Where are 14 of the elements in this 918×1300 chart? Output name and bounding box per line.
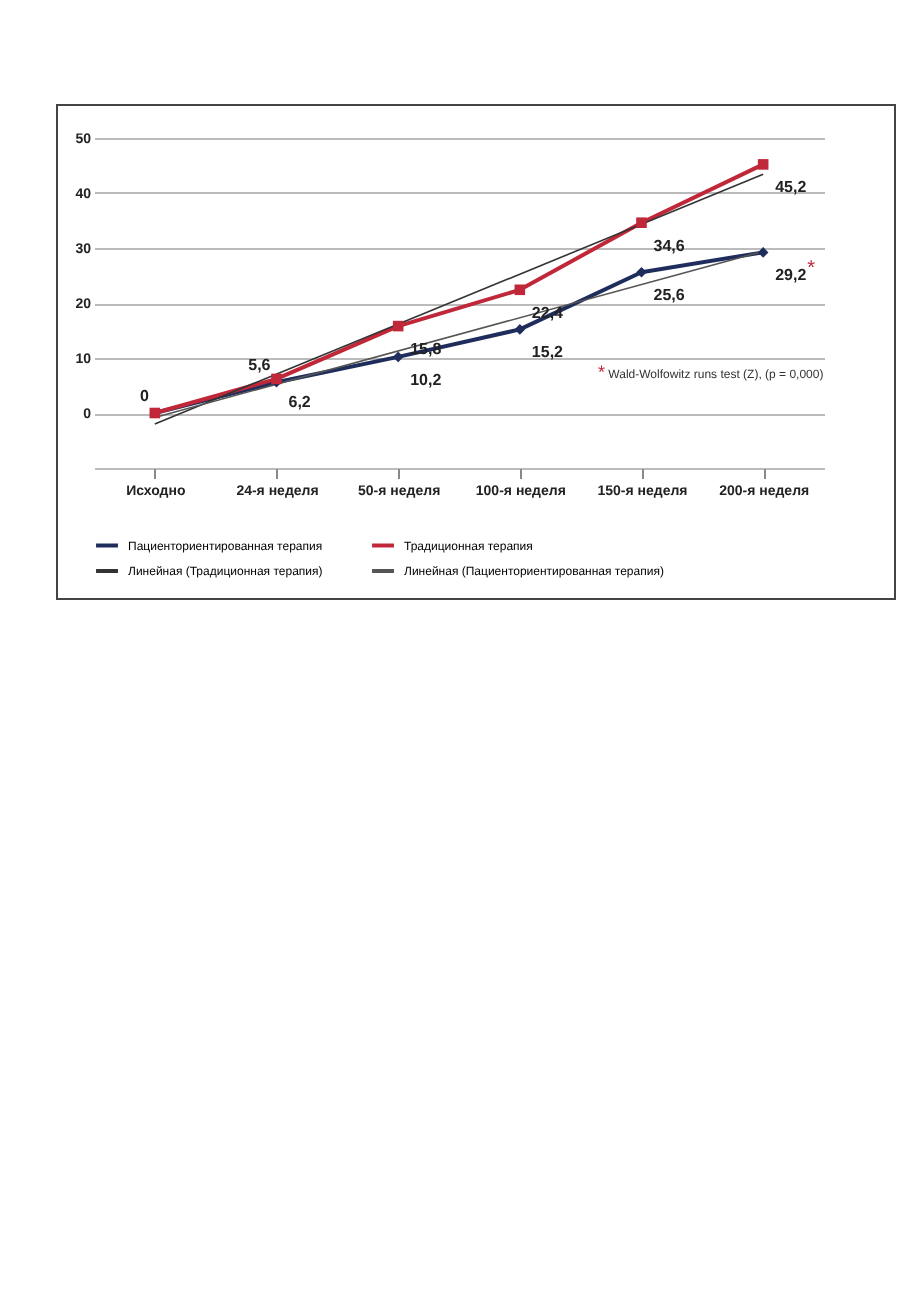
annotation: * xyxy=(807,258,816,281)
data-label: 15,2 xyxy=(531,343,565,362)
point xyxy=(757,247,769,258)
data-label: 6,2 xyxy=(288,392,312,411)
data-label: 25,6 xyxy=(653,286,686,305)
data-label: 10,2 xyxy=(410,370,443,389)
point xyxy=(514,324,526,335)
data-label: 0 xyxy=(139,387,150,405)
data-label: 45,2 xyxy=(775,178,808,197)
data-label: 29,2 xyxy=(775,266,808,285)
point xyxy=(757,159,769,170)
point xyxy=(636,217,647,228)
data-label: 5,6 xyxy=(248,356,272,375)
data-label: 34,6 xyxy=(653,236,686,255)
